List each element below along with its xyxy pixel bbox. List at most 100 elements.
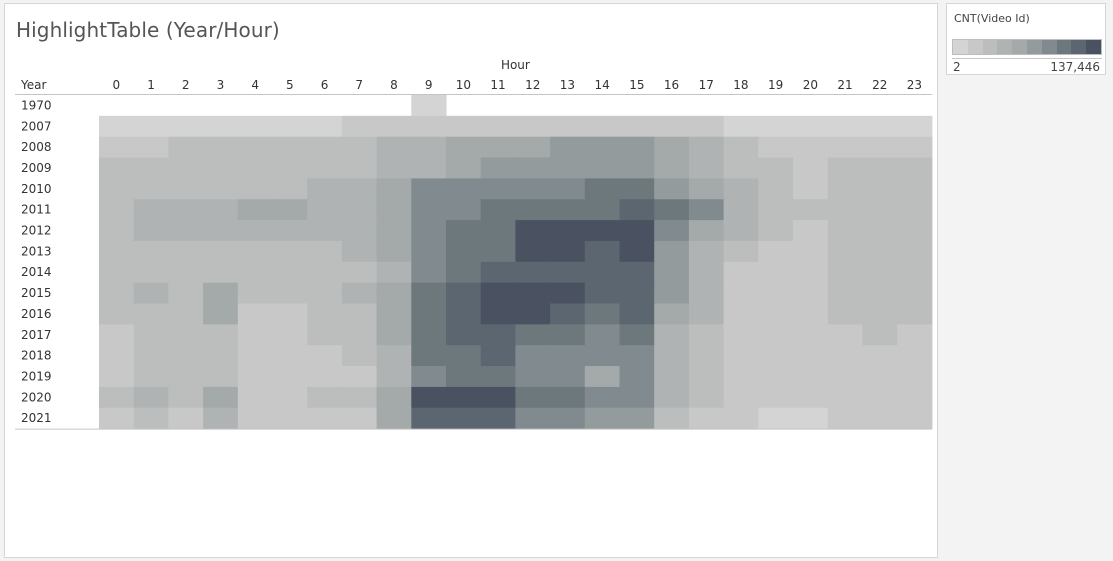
heat-cell[interactable] bbox=[307, 345, 343, 367]
heat-cell[interactable] bbox=[550, 199, 586, 221]
heat-cell[interactable] bbox=[133, 345, 169, 367]
heat-cell[interactable] bbox=[446, 136, 482, 159]
heat-cell[interactable] bbox=[758, 324, 794, 346]
heat-cell[interactable] bbox=[237, 261, 274, 284]
heat-cell[interactable] bbox=[862, 386, 898, 409]
heat-cell[interactable] bbox=[307, 178, 343, 200]
heat-cell[interactable] bbox=[272, 115, 308, 138]
heat-cell[interactable] bbox=[688, 115, 725, 138]
heat-cell[interactable] bbox=[446, 178, 482, 200]
heat-cell[interactable] bbox=[307, 386, 343, 409]
heat-cell[interactable] bbox=[307, 136, 343, 159]
heat-cell[interactable] bbox=[480, 303, 516, 325]
heat-cell[interactable] bbox=[897, 366, 933, 388]
heat-cell[interactable] bbox=[307, 220, 343, 242]
heat-cell[interactable] bbox=[203, 386, 239, 409]
heat-cell[interactable] bbox=[862, 220, 898, 242]
heat-cell[interactable] bbox=[550, 261, 586, 284]
heat-cell[interactable] bbox=[411, 178, 447, 200]
heat-cell[interactable] bbox=[99, 366, 135, 388]
heat-cell[interactable] bbox=[723, 303, 759, 325]
heat-cell[interactable] bbox=[411, 136, 447, 159]
heat-cell[interactable] bbox=[862, 366, 898, 388]
heat-cell[interactable] bbox=[723, 157, 759, 179]
heat-cell[interactable] bbox=[723, 261, 759, 284]
heat-cell[interactable] bbox=[168, 136, 204, 159]
heat-cell[interactable] bbox=[168, 115, 204, 138]
heat-cell[interactable] bbox=[827, 324, 863, 346]
heat-cell[interactable] bbox=[619, 261, 655, 284]
heat-cell[interactable] bbox=[272, 282, 308, 305]
heat-cell[interactable] bbox=[619, 240, 655, 263]
heat-cell[interactable] bbox=[793, 136, 829, 159]
heat-cell[interactable] bbox=[376, 220, 412, 242]
heat-cell[interactable] bbox=[203, 240, 239, 263]
heat-cell[interactable] bbox=[133, 261, 169, 284]
heat-cell[interactable] bbox=[723, 178, 759, 200]
heat-cell[interactable] bbox=[584, 136, 621, 159]
heat-cell[interactable] bbox=[688, 282, 725, 305]
heat-cell[interactable] bbox=[341, 324, 378, 346]
heat-cell[interactable] bbox=[758, 407, 794, 430]
heat-cell[interactable] bbox=[793, 386, 829, 409]
heat-cell[interactable] bbox=[515, 324, 551, 346]
heat-cell[interactable] bbox=[827, 345, 863, 367]
heat-cell[interactable] bbox=[827, 407, 863, 430]
heat-cell[interactable] bbox=[758, 220, 794, 242]
heat-cell[interactable] bbox=[619, 157, 655, 179]
heat-cell[interactable] bbox=[758, 178, 794, 200]
heat-cell[interactable] bbox=[307, 324, 343, 346]
heat-cell[interactable] bbox=[168, 366, 204, 388]
heat-cell[interactable] bbox=[862, 157, 898, 179]
heat-cell[interactable] bbox=[827, 220, 863, 242]
heat-cell[interactable] bbox=[515, 282, 551, 305]
heat-cell[interactable] bbox=[758, 303, 794, 325]
heat-cell[interactable] bbox=[341, 366, 378, 388]
heat-cell[interactable] bbox=[584, 345, 621, 367]
heat-cell[interactable] bbox=[203, 220, 239, 242]
heat-cell[interactable] bbox=[272, 261, 308, 284]
heat-cell[interactable] bbox=[411, 407, 447, 430]
heat-cell[interactable] bbox=[862, 199, 898, 221]
heat-cell[interactable] bbox=[827, 115, 863, 138]
heat-cell[interactable] bbox=[688, 157, 725, 179]
heat-cell[interactable] bbox=[654, 199, 690, 221]
heat-cell[interactable] bbox=[480, 324, 516, 346]
heat-cell[interactable] bbox=[793, 220, 829, 242]
heat-cell[interactable] bbox=[654, 303, 690, 325]
heat-cell[interactable] bbox=[654, 178, 690, 200]
heat-cell[interactable] bbox=[203, 303, 239, 325]
heat-cell[interactable] bbox=[827, 178, 863, 200]
heat-cell[interactable] bbox=[376, 178, 412, 200]
heat-cell[interactable] bbox=[515, 157, 551, 179]
heat-cell[interactable] bbox=[133, 324, 169, 346]
heat-cell[interactable] bbox=[654, 220, 690, 242]
heat-cell[interactable] bbox=[376, 386, 412, 409]
heat-cell[interactable] bbox=[446, 220, 482, 242]
heat-cell[interactable] bbox=[584, 157, 621, 179]
heat-cell[interactable] bbox=[619, 345, 655, 367]
heat-cell[interactable] bbox=[237, 282, 274, 305]
heat-cell[interactable] bbox=[203, 282, 239, 305]
heat-cell[interactable] bbox=[168, 282, 204, 305]
heat-cell[interactable] bbox=[446, 386, 482, 409]
heat-cell[interactable] bbox=[376, 303, 412, 325]
heat-cell[interactable] bbox=[723, 220, 759, 242]
heat-cell[interactable] bbox=[480, 366, 516, 388]
heat-cell[interactable] bbox=[307, 303, 343, 325]
heat-cell[interactable] bbox=[550, 136, 586, 159]
heat-cell[interactable] bbox=[758, 345, 794, 367]
heat-cell[interactable] bbox=[480, 178, 516, 200]
heat-cell[interactable] bbox=[480, 407, 516, 430]
heat-cell[interactable] bbox=[133, 240, 169, 263]
heat-cell[interactable] bbox=[897, 220, 933, 242]
heat-cell[interactable] bbox=[584, 282, 621, 305]
heat-cell[interactable] bbox=[99, 282, 135, 305]
heat-cell[interactable] bbox=[723, 115, 759, 138]
heat-cell[interactable] bbox=[897, 282, 933, 305]
heat-cell[interactable] bbox=[133, 220, 169, 242]
heat-cell[interactable] bbox=[168, 407, 204, 430]
heat-cell[interactable] bbox=[758, 115, 794, 138]
heat-cell[interactable] bbox=[237, 240, 274, 263]
heat-cell[interactable] bbox=[654, 282, 690, 305]
